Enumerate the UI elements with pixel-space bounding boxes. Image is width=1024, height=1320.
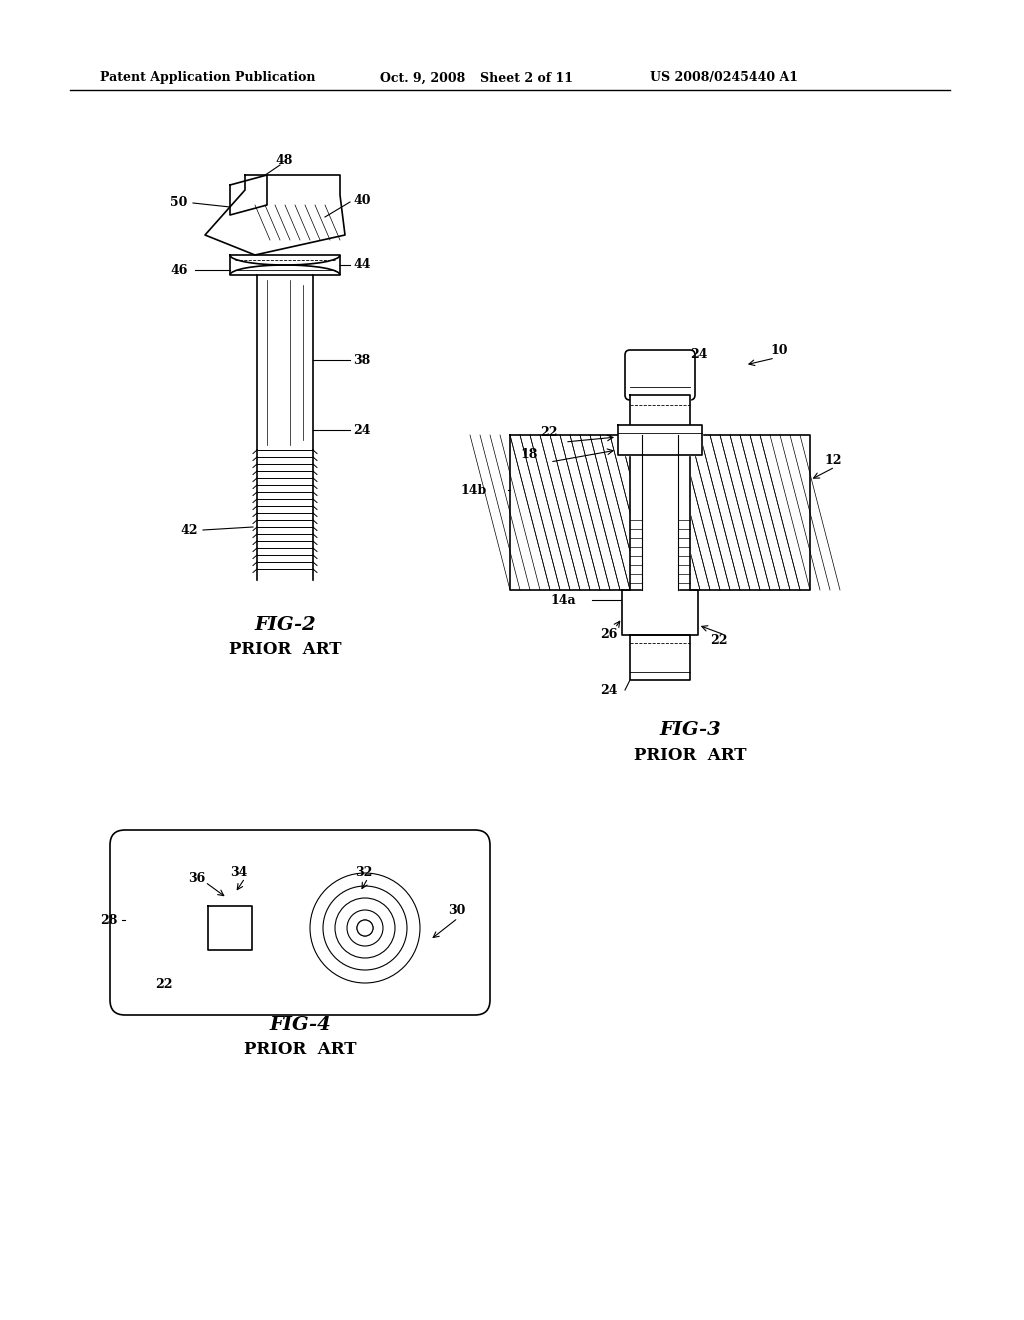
Text: 22: 22: [710, 634, 727, 647]
Text: PRIOR  ART: PRIOR ART: [244, 1041, 356, 1059]
Text: PRIOR  ART: PRIOR ART: [634, 747, 746, 763]
Polygon shape: [230, 176, 267, 215]
Text: 30: 30: [449, 903, 465, 916]
Polygon shape: [510, 436, 810, 590]
Polygon shape: [230, 255, 340, 275]
Text: 40: 40: [353, 194, 371, 206]
Text: 26: 26: [600, 628, 617, 642]
Text: 36: 36: [188, 871, 205, 884]
Text: 24: 24: [690, 348, 708, 362]
Text: 14b: 14b: [460, 483, 486, 496]
Text: 18: 18: [520, 449, 538, 462]
Text: 24: 24: [353, 424, 371, 437]
Text: 38: 38: [353, 354, 371, 367]
Text: FIG-3: FIG-3: [659, 721, 721, 739]
Text: Oct. 9, 2008: Oct. 9, 2008: [380, 71, 465, 84]
Polygon shape: [630, 635, 690, 680]
Text: 44: 44: [353, 259, 371, 272]
Polygon shape: [618, 425, 702, 455]
Text: 46: 46: [170, 264, 187, 276]
Text: 22: 22: [155, 978, 172, 991]
Text: Patent Application Publication: Patent Application Publication: [100, 71, 315, 84]
Text: 10: 10: [770, 343, 787, 356]
FancyBboxPatch shape: [110, 830, 490, 1015]
Text: 50: 50: [170, 197, 187, 210]
Text: US 2008/0245440 A1: US 2008/0245440 A1: [650, 71, 798, 84]
Polygon shape: [630, 430, 690, 595]
Polygon shape: [257, 275, 313, 450]
FancyBboxPatch shape: [625, 350, 695, 400]
Text: 24: 24: [600, 684, 617, 697]
Text: 48: 48: [275, 153, 293, 166]
Text: 14a: 14a: [550, 594, 575, 606]
Text: 12: 12: [825, 454, 843, 466]
Text: 34: 34: [230, 866, 248, 879]
Polygon shape: [630, 395, 690, 436]
Polygon shape: [205, 176, 345, 255]
Text: 28: 28: [100, 913, 118, 927]
Text: 22: 22: [540, 426, 557, 440]
Text: Sheet 2 of 11: Sheet 2 of 11: [480, 71, 573, 84]
Text: 42: 42: [180, 524, 198, 536]
Text: FIG-2: FIG-2: [254, 616, 315, 634]
Text: FIG-4: FIG-4: [269, 1016, 331, 1034]
Polygon shape: [208, 906, 252, 950]
Circle shape: [357, 920, 373, 936]
Polygon shape: [622, 590, 698, 635]
Polygon shape: [642, 436, 678, 590]
Text: PRIOR  ART: PRIOR ART: [228, 642, 341, 659]
Text: 32: 32: [355, 866, 373, 879]
